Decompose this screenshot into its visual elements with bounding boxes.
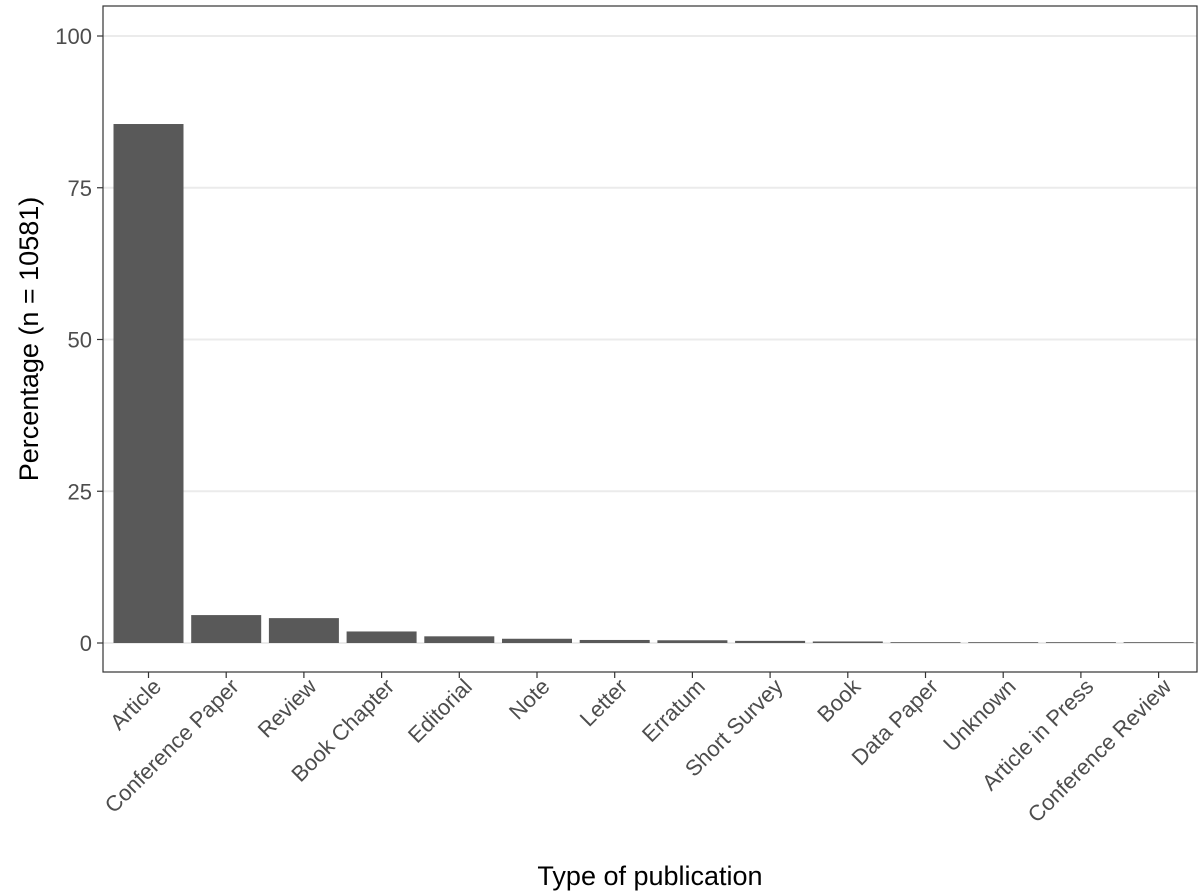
bar-article-in-press [1045, 642, 1116, 643]
bar-conference-review [1123, 642, 1194, 643]
bar-data-paper [890, 642, 961, 643]
x-tick-label-note: Note [504, 674, 555, 725]
x-tick-label-erratum: Erratum [637, 674, 710, 747]
bar-book [812, 641, 883, 643]
y-tick-label-50: 50 [68, 328, 92, 353]
x-tick-label-unknown: Unknown [938, 674, 1021, 757]
bar-article [113, 124, 184, 643]
bar-book-chapter [346, 631, 417, 643]
bars [113, 124, 1194, 643]
x-tick-label-book: Book [812, 673, 866, 727]
y-tick-label-0: 0 [80, 631, 92, 656]
y-axis: 0 25 50 75 100 [55, 24, 103, 656]
x-tick-label-editorial: Editorial [403, 674, 477, 748]
x-tick-label-review: Review [253, 674, 322, 743]
bar-letter [579, 639, 650, 643]
y-tick-label-100: 100 [55, 24, 92, 49]
x-tick-label-conference-review: Conference Review [1023, 674, 1177, 828]
bar-short-survey [735, 640, 806, 643]
bar-editorial [424, 636, 495, 643]
y-tick-label-75: 75 [68, 176, 92, 201]
bar-note [502, 638, 572, 643]
y-axis-title: Percentage (n = 10581) [14, 197, 44, 481]
bar-unknown [968, 642, 1039, 643]
y-tick-label-25: 25 [68, 479, 92, 504]
x-tick-label-conference-paper: Conference Paper [100, 674, 244, 818]
bar-erratum [657, 640, 728, 643]
x-tick-label-letter: Letter [575, 674, 632, 731]
bar-review [268, 618, 339, 643]
gridlines [103, 35, 1197, 644]
x-axis-title: Type of publication [537, 861, 762, 891]
x-tick-label-article: Article [105, 674, 166, 735]
bar-conference-paper [191, 615, 262, 643]
